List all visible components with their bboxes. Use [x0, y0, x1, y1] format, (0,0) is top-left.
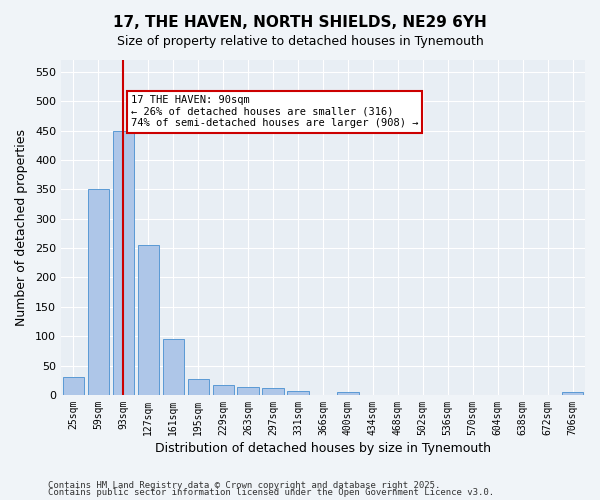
Text: Contains HM Land Registry data © Crown copyright and database right 2025.: Contains HM Land Registry data © Crown c…: [48, 480, 440, 490]
Bar: [137, 245, 159, 395]
Text: 17 THE HAVEN: 90sqm
← 26% of detached houses are smaller (316)
74% of semi-detac: 17 THE HAVEN: 90sqm ← 26% of detached ho…: [131, 96, 418, 128]
Bar: [88, 190, 109, 395]
Bar: [262, 388, 284, 395]
Bar: [238, 386, 259, 395]
Bar: [337, 392, 359, 395]
Text: 17, THE HAVEN, NORTH SHIELDS, NE29 6YH: 17, THE HAVEN, NORTH SHIELDS, NE29 6YH: [113, 15, 487, 30]
Text: Contains public sector information licensed under the Open Government Licence v3: Contains public sector information licen…: [48, 488, 494, 497]
Bar: [212, 385, 234, 395]
Bar: [287, 392, 308, 395]
Bar: [113, 130, 134, 395]
Bar: [562, 392, 583, 395]
Bar: [63, 378, 84, 395]
Y-axis label: Number of detached properties: Number of detached properties: [15, 129, 28, 326]
Bar: [188, 379, 209, 395]
X-axis label: Distribution of detached houses by size in Tynemouth: Distribution of detached houses by size …: [155, 442, 491, 455]
Bar: [163, 339, 184, 395]
Text: Size of property relative to detached houses in Tynemouth: Size of property relative to detached ho…: [116, 35, 484, 48]
